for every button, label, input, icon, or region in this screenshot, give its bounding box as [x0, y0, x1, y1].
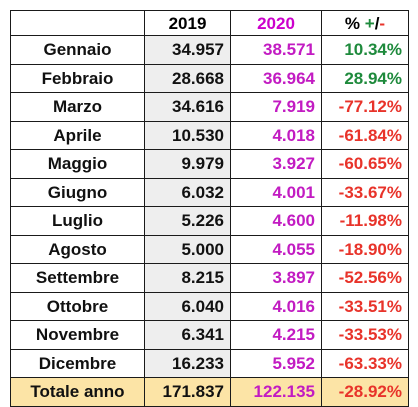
- value-2019-cell: 34.957: [144, 35, 231, 65]
- value-2020-cell: 3.927: [230, 149, 322, 179]
- month-cell: Marzo: [10, 92, 145, 122]
- header-plus-sign: +: [364, 13, 375, 33]
- monthly-comparison-table: 2019 2020 % +/- Gennaio 34.957 38.571 10.34…: [10, 10, 409, 407]
- value-2020-cell: 4.001: [230, 177, 322, 207]
- value-2020-cell: 4.600: [230, 206, 322, 236]
- month-cell: Maggio: [10, 149, 145, 179]
- table-row: Febbraio 28.668 36.964 28.94%: [10, 63, 409, 93]
- header-2019: 2019: [144, 10, 231, 36]
- header-month: [10, 10, 145, 36]
- value-2019-cell: 8.215: [144, 263, 231, 293]
- table-row: Novembre 6.341 4.215 -33.53%: [10, 320, 409, 350]
- value-2020-cell: 5.952: [230, 348, 322, 378]
- total-2019: 171.837: [144, 377, 231, 407]
- value-2020-cell: 38.571: [230, 35, 322, 65]
- percent-change-cell: -63.33%: [321, 348, 409, 378]
- percent-change-cell: 28.94%: [321, 63, 409, 93]
- percent-change-cell: -33.67%: [321, 177, 409, 207]
- value-2019-cell: 16.233: [144, 348, 231, 378]
- table-row: Gennaio 34.957 38.571 10.34%: [10, 35, 409, 65]
- value-2020-cell: 36.964: [230, 63, 322, 93]
- table-row: Marzo 34.616 7.919 -77.12%: [10, 92, 409, 122]
- table-row: Dicembre 16.233 5.952 -63.33%: [10, 348, 409, 378]
- percent-change-cell: -60.65%: [321, 149, 409, 179]
- month-cell: Agosto: [10, 234, 145, 264]
- month-cell: Luglio: [10, 206, 145, 236]
- percent-change-cell: 10.34%: [321, 35, 409, 65]
- month-cell: Gennaio: [10, 35, 145, 65]
- value-2020-cell: 4.215: [230, 320, 322, 350]
- value-2020-cell: 4.016: [230, 291, 322, 321]
- percent-change-cell: -77.12%: [321, 92, 409, 122]
- header-percent-change: % +/-: [321, 10, 409, 36]
- percent-change-cell: -11.98%: [321, 206, 409, 236]
- month-cell: Settembre: [10, 263, 145, 293]
- month-cell: Febbraio: [10, 63, 145, 93]
- month-cell: Aprile: [10, 120, 145, 150]
- month-cell: Dicembre: [10, 348, 145, 378]
- table-row: Luglio 5.226 4.600 -11.98%: [10, 206, 409, 236]
- header-row: 2019 2020 % +/-: [10, 10, 409, 36]
- table-row: Maggio 9.979 3.927 -60.65%: [10, 149, 409, 179]
- month-cell: Ottobre: [10, 291, 145, 321]
- value-2019-cell: 5.000: [144, 234, 231, 264]
- table-row: Agosto 5.000 4.055 -18.90%: [10, 234, 409, 264]
- value-2019-cell: 28.668: [144, 63, 231, 93]
- percent-change-cell: -33.51%: [321, 291, 409, 321]
- total-2020: 122.135: [230, 377, 322, 407]
- value-2019-cell: 10.530: [144, 120, 231, 150]
- value-2020-cell: 4.055: [230, 234, 322, 264]
- value-2020-cell: 4.018: [230, 120, 322, 150]
- month-cell: Giugno: [10, 177, 145, 207]
- total-label: Totale anno: [10, 377, 145, 407]
- table-row: Ottobre 6.040 4.016 -33.51%: [10, 291, 409, 321]
- percent-change-cell: -52.56%: [321, 263, 409, 293]
- total-percent-change: -28.92%: [321, 377, 409, 407]
- value-2019-cell: 5.226: [144, 206, 231, 236]
- table-row: Aprile 10.530 4.018 -61.84%: [10, 120, 409, 150]
- value-2019-cell: 9.979: [144, 149, 231, 179]
- value-2019-cell: 6.040: [144, 291, 231, 321]
- value-2019-cell: 6.341: [144, 320, 231, 350]
- percent-change-cell: -61.84%: [321, 120, 409, 150]
- value-2020-cell: 3.897: [230, 263, 322, 293]
- table-row: Settembre 8.215 3.897 -52.56%: [10, 263, 409, 293]
- value-2020-cell: 7.919: [230, 92, 322, 122]
- percent-change-cell: -18.90%: [321, 234, 409, 264]
- month-cell: Novembre: [10, 320, 145, 350]
- header-2020: 2020: [230, 10, 322, 36]
- header-percent-label: %: [344, 13, 365, 33]
- table-row: Giugno 6.032 4.001 -33.67%: [10, 177, 409, 207]
- value-2019-cell: 6.032: [144, 177, 231, 207]
- percent-change-cell: -33.53%: [321, 320, 409, 350]
- total-row: Totale anno 171.837 122.135 -28.92%: [10, 377, 409, 407]
- header-minus-sign: -: [379, 13, 386, 33]
- value-2019-cell: 34.616: [144, 92, 231, 122]
- header-slash: /: [374, 13, 380, 33]
